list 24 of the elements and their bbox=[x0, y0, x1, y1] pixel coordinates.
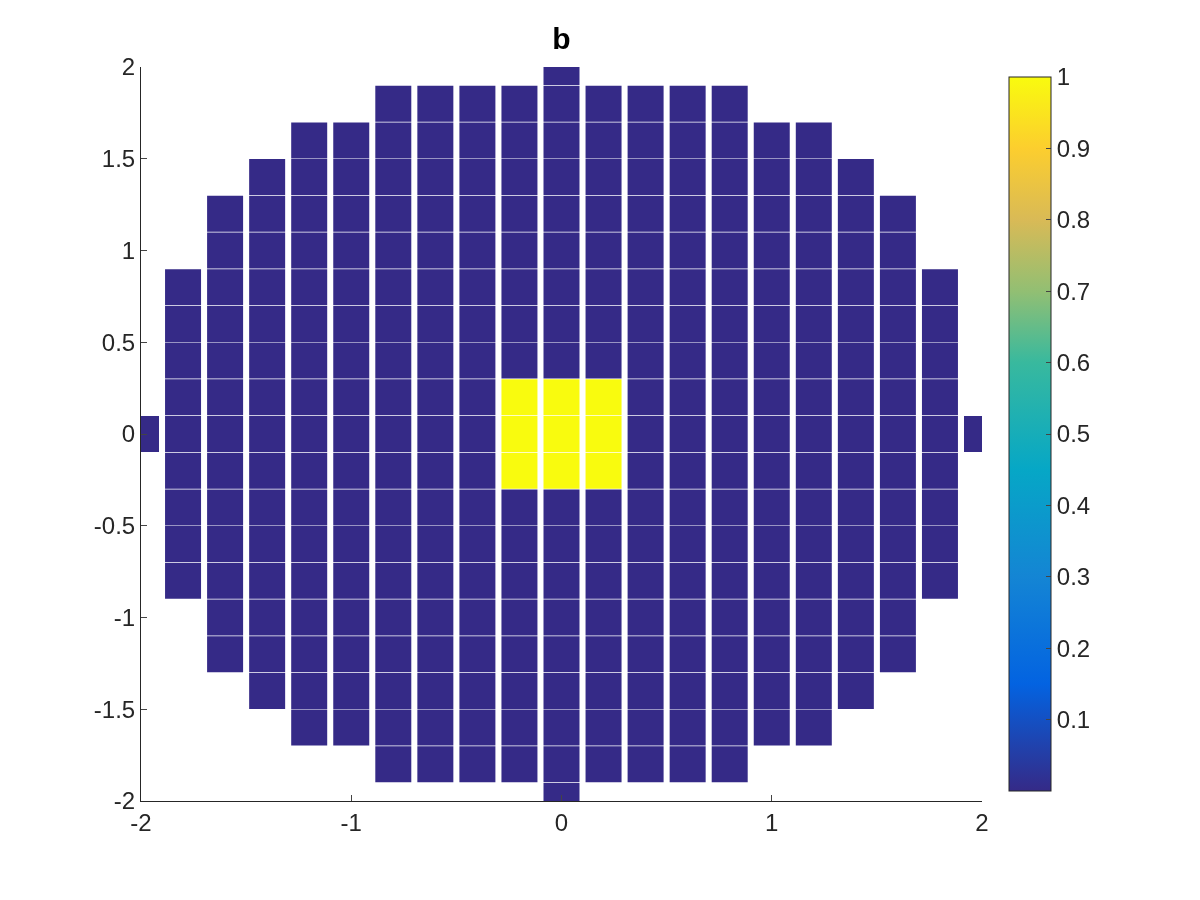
color-bar-label: 0.6 bbox=[1056, 349, 1091, 376]
color-bar-label: 1 bbox=[1056, 63, 1071, 91]
x-tick-label: 1 bbox=[765, 808, 779, 836]
color-bar-label: 0.8 bbox=[1056, 206, 1091, 234]
y-tick-label: 0.5 bbox=[101, 328, 136, 356]
color-bar-label: 0.3 bbox=[1056, 563, 1091, 591]
color-bar-label: 0.2 bbox=[1056, 634, 1091, 662]
color-bar-label: 0.1 bbox=[1056, 706, 1091, 733]
color-bar-label: 0.9 bbox=[1056, 134, 1091, 162]
y-tick-label: 1 bbox=[121, 236, 136, 264]
chart-title: b bbox=[552, 21, 571, 55]
color-bar-label: 0.4 bbox=[1056, 491, 1091, 519]
color-bar-label: 0.5 bbox=[1056, 420, 1091, 448]
y-tick-label: -1 bbox=[113, 603, 136, 631]
x-tick-label: 0 bbox=[554, 808, 569, 836]
x-tick-label: 2 bbox=[975, 808, 989, 836]
y-tick-label: -0.5 bbox=[93, 512, 136, 540]
y-tick-label: -2 bbox=[113, 787, 136, 815]
y-tick-label: 1.5 bbox=[101, 145, 136, 173]
y-tick-label: 0 bbox=[121, 420, 136, 448]
y-tick-label: 2 bbox=[121, 53, 136, 81]
color-bar-label: 0.7 bbox=[1056, 277, 1091, 305]
y-tick-label: -1.5 bbox=[93, 695, 136, 723]
x-tick-label: -1 bbox=[340, 808, 362, 836]
